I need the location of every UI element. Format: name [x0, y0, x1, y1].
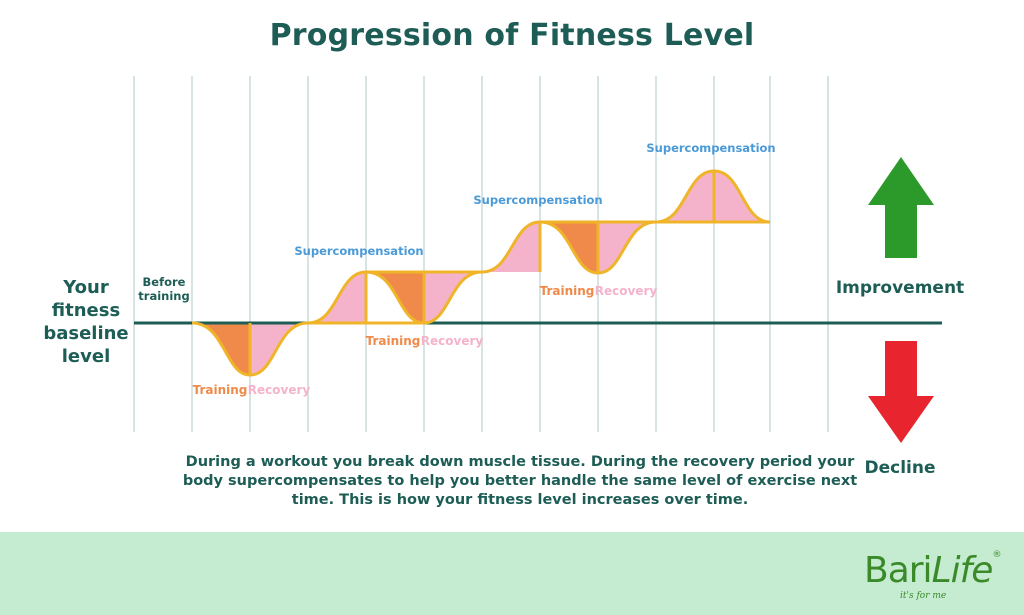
improvement-label: Improvement [836, 278, 964, 298]
training-label: Training [366, 334, 421, 348]
recovery-label: Recovery [421, 334, 484, 348]
before-label-line: Before [143, 275, 186, 289]
logo-tagline: it's for me [900, 591, 947, 601]
divider-lines [248, 171, 716, 375]
decline-arrow [868, 341, 934, 443]
recovery-fill [250, 323, 308, 375]
training-fill [192, 323, 250, 375]
recovery-fill [424, 272, 482, 323]
baseline-label-line: fitness [52, 300, 120, 321]
training-label: Training [193, 383, 248, 397]
logo-registered: ® [992, 550, 1001, 560]
before-label-line: training [138, 289, 189, 303]
page-title: Progression of Fitness Level [269, 18, 755, 53]
training-label: Training [540, 284, 595, 298]
fitness-diagram: Your fitness baseline level Before train… [43, 76, 964, 478]
recovery-fill [598, 222, 656, 273]
training-fill [366, 272, 424, 323]
supercompensation-fill [482, 222, 540, 272]
supercompensation-label: Supercompensation [473, 193, 602, 207]
phase-fills [192, 171, 770, 375]
supercompensation-fill [656, 171, 714, 222]
supercompensation-label: Supercompensation [294, 244, 423, 258]
decline-label: Decline [864, 458, 935, 478]
curve-outline [191, 169, 771, 377]
caption: During a workout you break down muscle t… [182, 454, 858, 508]
grid-lines [133, 76, 829, 432]
supercompensation-label: Supercompensation [646, 141, 775, 155]
baseline-label-line: level [62, 346, 111, 367]
logo-brand-start: Bari [864, 550, 933, 591]
baseline-label-line: baseline [43, 323, 128, 344]
recovery-label: Recovery [595, 284, 658, 298]
improvement-arrow [868, 157, 934, 258]
recovery-label: Recovery [248, 383, 311, 397]
supercompensation-fill [308, 272, 366, 323]
brand-logo: BariLife® it's for me [864, 550, 1001, 606]
logo-wordmark: BariLife® [864, 550, 1001, 591]
baseline-label-line: Your [62, 277, 109, 298]
footer: BariLife® it's for me [0, 532, 1024, 615]
training-fill [540, 222, 598, 273]
logo-brand-end: Life [931, 550, 994, 591]
